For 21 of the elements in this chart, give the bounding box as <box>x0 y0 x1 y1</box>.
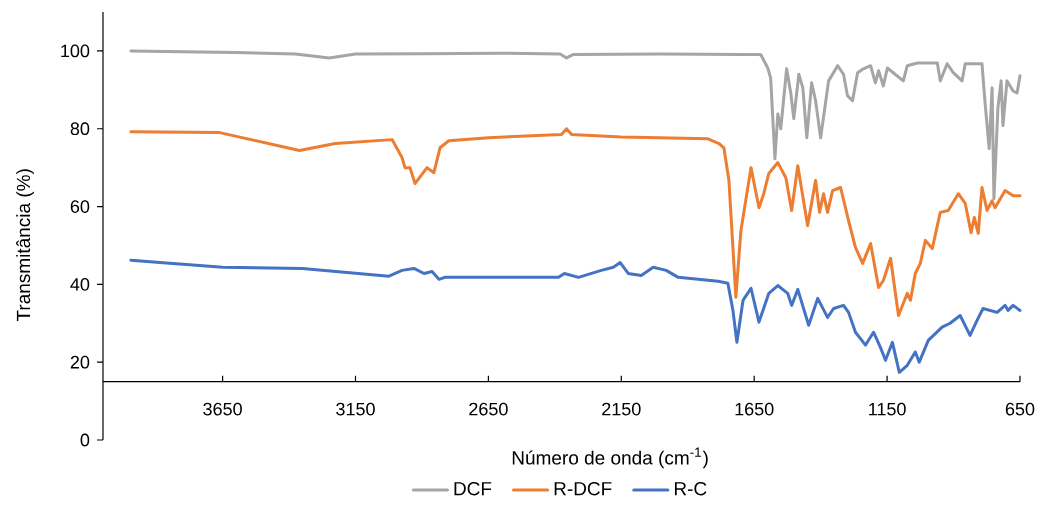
x-tick-label: 2650 <box>469 402 508 416</box>
y-tick-label: 20 <box>70 355 90 369</box>
x-tick-label: 2150 <box>602 402 641 416</box>
legend-label: R-C <box>674 481 707 496</box>
y-tick-label: 80 <box>70 122 90 136</box>
line-series <box>129 49 1022 201</box>
y-tick-label: 100 <box>61 44 90 58</box>
y-tick-label: 60 <box>70 200 90 213</box>
x-tick-label: 650 <box>1005 402 1035 416</box>
y-axis-title: Transmitância (%) <box>16 169 34 322</box>
line-series <box>129 127 1022 317</box>
line-series <box>129 258 1022 374</box>
legend-label: R-DCF <box>554 481 612 496</box>
y-tick-label: 40 <box>70 277 90 291</box>
x-tick-label: 3150 <box>336 402 375 416</box>
x-tick-label: 1650 <box>735 402 774 416</box>
x-axis-title: Número de onda (cm$^{-1}$) <box>512 447 708 469</box>
y-tick-label: 0 <box>80 433 90 447</box>
legend-label: DCF <box>454 481 492 496</box>
x-tick-label: 1150 <box>869 402 906 416</box>
x-tick-label: 3650 <box>203 402 242 416</box>
